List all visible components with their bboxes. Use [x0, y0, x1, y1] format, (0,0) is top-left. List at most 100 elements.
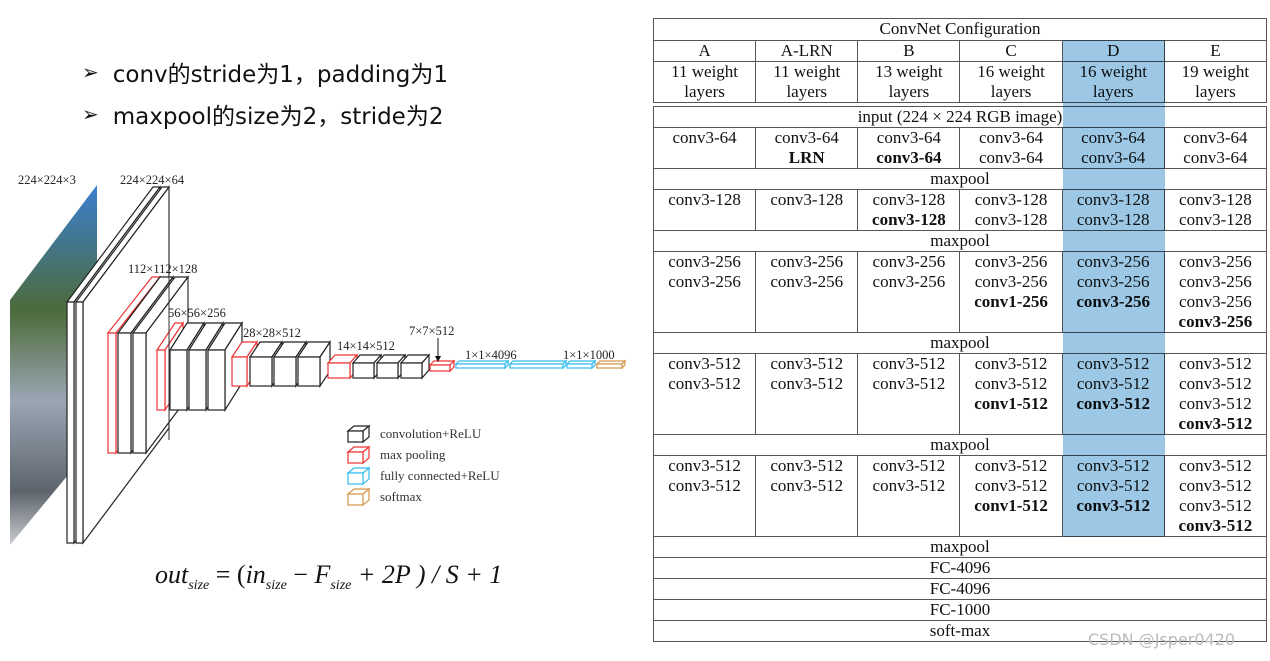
- layer-cell: conv3-128: [755, 189, 859, 231]
- layer-line: conv3-512: [1076, 496, 1151, 515]
- layer-cell: conv3-512 conv3-512: [857, 353, 961, 435]
- formula-f-sub: size: [330, 578, 352, 594]
- layer-line: conv3-64: [978, 148, 1044, 167]
- layer-line: conv1-256: [974, 292, 1048, 311]
- layer-line: conv3-512: [770, 374, 844, 393]
- legend-label: fully connected+ReLU: [380, 468, 500, 483]
- depth-line: layers: [684, 82, 725, 101]
- layer-line: conv3-256: [1179, 272, 1252, 291]
- layer-line: conv3-512: [770, 476, 844, 495]
- layer-line: conv3-64: [1183, 148, 1248, 167]
- layer-line: conv3-256: [872, 252, 946, 271]
- layer-line: conv3-256: [974, 252, 1048, 271]
- table-row: conv3-256 conv3-256 conv3-256 conv3-256 conv…: [652, 251, 1268, 333]
- layer-line: conv3-512: [974, 354, 1048, 373]
- layer-row-maxpool: maxpool: [653, 536, 1267, 558]
- table-row: FC-4096: [653, 557, 1267, 579]
- layer-cell: conv3-64 conv3-64: [1163, 127, 1268, 169]
- layer-cell: conv3-256 conv3-256: [755, 251, 859, 333]
- table-title: ConvNet Configuration: [653, 18, 1267, 41]
- watermark: CSDN @Jsper0420: [1088, 630, 1236, 649]
- layer-cell: conv3-256 conv3-256: [857, 251, 961, 333]
- column-header: B: [857, 40, 961, 62]
- layer-row-maxpool: maxpool: [653, 168, 1267, 190]
- legend-label: max pooling: [380, 447, 446, 462]
- arrow-bullet-icon: ➢: [82, 60, 99, 84]
- layer-row-fc-4096: FC-4096: [653, 557, 1267, 579]
- layer-line: conv3-512: [1179, 354, 1252, 373]
- maxpool-block-5: [428, 359, 456, 373]
- layer-cell: conv3-256 conv3-256: [652, 251, 757, 333]
- layer-cell: conv3-512 conv3-512: [755, 353, 859, 435]
- layer-line: conv3-256: [770, 272, 844, 291]
- table-row: FC-1000: [653, 599, 1267, 621]
- layer-line: conv3-512: [1179, 456, 1252, 475]
- layer-line: conv3-512: [1178, 516, 1253, 535]
- layer-line: conv3-128: [1076, 190, 1150, 209]
- layer-line: conv3-512: [668, 354, 741, 373]
- layer-line: conv3-512: [1178, 414, 1253, 433]
- fc-layer-1: [454, 359, 510, 370]
- layer-cell: conv3-128 conv3-128: [1061, 189, 1165, 231]
- output-size-formula: outsize = (insize − Fsize + 2P ) / S + 1: [155, 560, 503, 594]
- layer-line: conv3-512: [770, 354, 844, 373]
- depth-line: 13 weight: [875, 62, 943, 81]
- depth-cell: 11 weight layers: [652, 61, 757, 103]
- layer-line: conv3-512: [974, 456, 1048, 475]
- layer-cell: conv3-512 conv3-512 conv3-512 conv3-512: [1163, 455, 1268, 537]
- layer-cell: conv3-512 conv3-512 conv3-512 conv3-512: [1163, 353, 1268, 435]
- layer-cell: conv3-128 conv3-128: [1163, 189, 1268, 231]
- legend-label: convolution+ReLU: [380, 426, 482, 441]
- depth-line: layers: [888, 82, 930, 101]
- depth-cell: 16 weight layers: [1061, 61, 1165, 103]
- layer-cell: conv3-512 conv3-512: [755, 455, 859, 537]
- column-header: D: [1061, 40, 1165, 62]
- bullet-text: maxpool的size为2，stride为2: [112, 104, 444, 130]
- layer-cell: conv3-64 conv3-64: [857, 127, 961, 169]
- layer-row-maxpool: maxpool: [653, 230, 1267, 252]
- depth-line: layers: [786, 82, 828, 101]
- layer-cell: conv3-512 conv3-512 conv3-512: [1061, 455, 1165, 537]
- layer-line: conv3-512: [872, 374, 946, 393]
- layer-row-soft-max: soft-max: [653, 620, 1267, 642]
- table-row: conv3-128 conv3-128 conv3-128 conv3-128 conv…: [652, 189, 1268, 231]
- arrow-bullet-icon: ➢: [82, 102, 99, 126]
- bullet-maxpool: ➢ maxpool的size为2，stride为2: [82, 97, 443, 131]
- layer-cell: conv3-128 conv3-128: [959, 189, 1063, 231]
- layer-line: conv3-512: [1076, 456, 1150, 475]
- convnet-configuration-table: ConvNet Configuration A A-LRN B C D E 11 weight…: [652, 18, 1268, 642]
- legend-icon: [346, 445, 371, 465]
- layer-cell: conv3-256 conv3-256 conv3-256: [1061, 251, 1165, 333]
- legend-icon: [346, 487, 371, 507]
- column-header: A: [652, 40, 757, 62]
- softmax-layer: [595, 359, 627, 370]
- layer-line: conv3-512: [1179, 476, 1252, 495]
- layer-line: conv3-128: [872, 210, 946, 229]
- layer-line: conv3-128: [974, 190, 1048, 209]
- layer-line: conv3-128: [770, 190, 844, 209]
- depth-cell: 19 weight layers: [1163, 61, 1268, 103]
- depth-cell: 11 weight layers: [755, 61, 859, 103]
- layer-cell: conv3-512 conv3-512 conv1-512: [959, 353, 1063, 435]
- layer-line: conv3-64: [1081, 148, 1146, 167]
- table-row: conv3-512 conv3-512 conv3-512 conv3-512 conv…: [652, 353, 1268, 435]
- dimension-label: 224×224×64: [120, 173, 185, 187]
- arrow-head-icon: [435, 356, 441, 362]
- layer-line: conv3-512: [770, 456, 844, 475]
- fc-layer-2: [508, 359, 568, 370]
- vgg-architecture-diagram: 224×224×3 224×224×64 112×112×128 56×56×256 2…: [10, 173, 627, 545]
- layer-line: conv3-512: [1179, 496, 1252, 515]
- formula-f: F: [314, 560, 331, 589]
- legend-label: softmax: [380, 489, 422, 504]
- dimension-label: 1×1×1000: [563, 348, 615, 362]
- table-row: maxpool: [653, 230, 1267, 252]
- layer-line: conv3-512: [1076, 394, 1151, 413]
- layer-line: conv3-256: [1179, 292, 1252, 311]
- depth-cell: 16 weight layers: [959, 61, 1063, 103]
- layer-line: conv3-64: [774, 128, 839, 147]
- table-row: maxpool: [653, 168, 1267, 190]
- layer-line: conv3-512: [872, 456, 946, 475]
- layer-line: conv3-64: [1081, 128, 1146, 147]
- depth-cell: 13 weight layers: [857, 61, 961, 103]
- layer-line: conv3-256: [872, 272, 946, 291]
